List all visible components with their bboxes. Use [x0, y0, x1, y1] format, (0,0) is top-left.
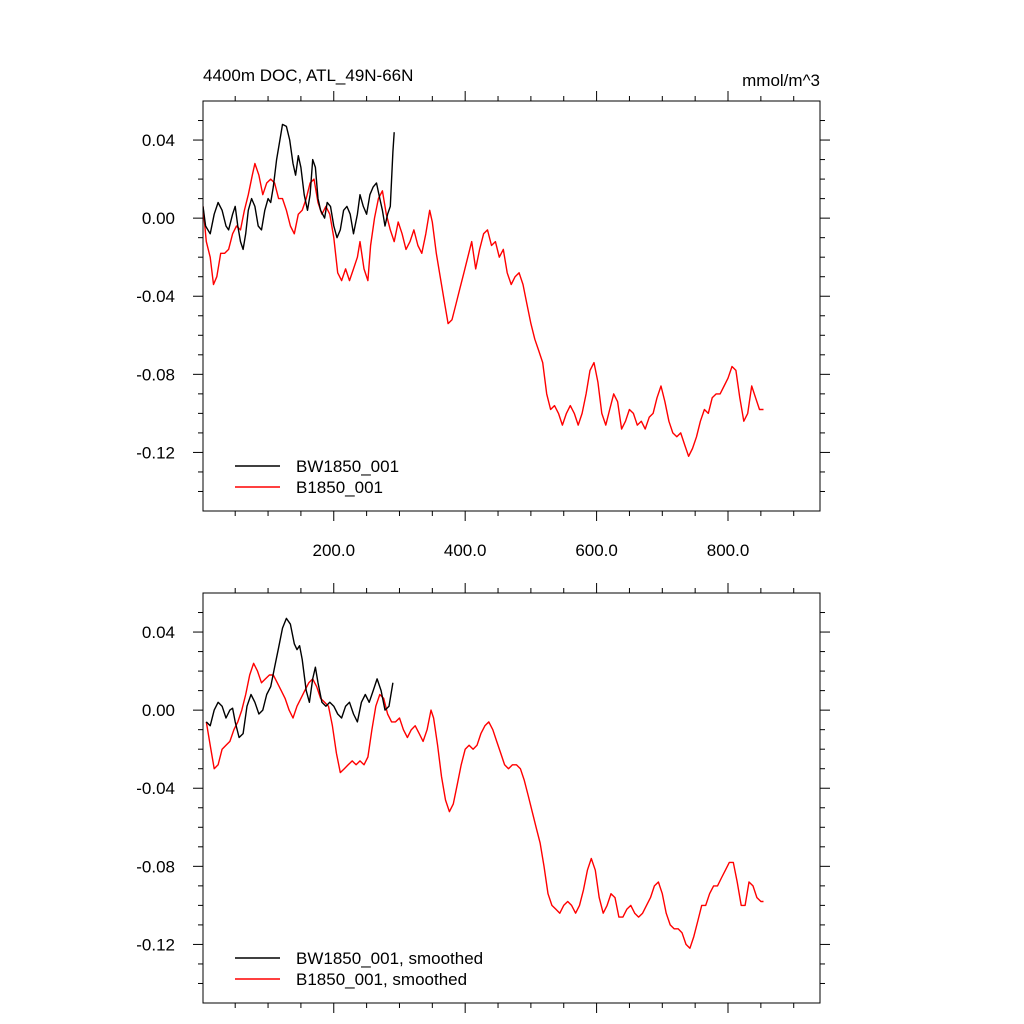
plot-frame — [203, 101, 820, 511]
series-line-1 — [206, 663, 763, 948]
plot-frame — [203, 593, 820, 1003]
x-tick-label: 200.0 — [312, 541, 355, 560]
y-tick-label: -0.08 — [136, 365, 175, 384]
series-line-1 — [203, 164, 764, 457]
y-tick-label: 0.04 — [142, 623, 175, 642]
x-tick-label: 400.0 — [444, 541, 487, 560]
x-tick-label: 800.0 — [707, 541, 750, 560]
panel-smoothed: 0.04 0.00 -0.04 -0.08 -0.12 BW1850_001, smoot… — [136, 583, 830, 1013]
y-tick-label: 0.04 — [142, 131, 175, 150]
legend-label: BW1850_001, smoothed — [296, 949, 483, 968]
x-tick-label: 600.0 — [575, 541, 618, 560]
panel-raw: 200.0 400.0 600.0 800.0 0.04 0.00 -0.04 -0.08 -0… — [136, 91, 830, 560]
y-tick-label: 0.00 — [142, 209, 175, 228]
y-tick-label: 0.00 — [142, 701, 175, 720]
y-tick-label: -0.08 — [136, 857, 175, 876]
legend-label: BW1850_001 — [296, 457, 399, 476]
legend-label: B1850_001, smoothed — [296, 970, 467, 989]
plot-title: 4400m DOC, ATL_49N-66N — [203, 66, 413, 85]
y-tick-label: -0.12 — [136, 935, 175, 954]
y-tick-label: -0.04 — [136, 779, 175, 798]
series-group — [203, 124, 764, 456]
units-label: mmol/m^3 — [742, 71, 820, 90]
y-tick-label: -0.12 — [136, 443, 175, 462]
series-line-0 — [203, 124, 394, 249]
series-group — [206, 618, 763, 948]
y-tick-label: -0.04 — [136, 287, 175, 306]
series-line-0 — [206, 618, 393, 737]
legend-label: B1850_001 — [296, 478, 383, 497]
